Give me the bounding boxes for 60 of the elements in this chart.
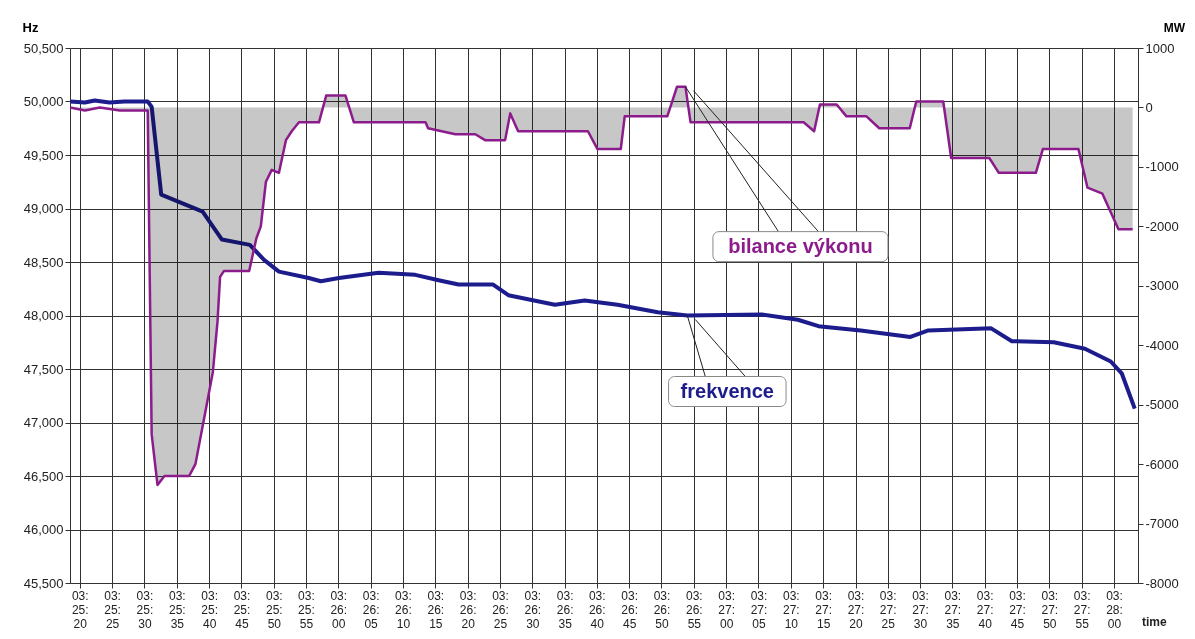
x-tick-label: 03:27:05 (750, 588, 768, 631)
x-tick-label: 03:25:25 (104, 588, 121, 631)
y2-tick-label: -2000 (1145, 218, 1179, 234)
x-tick-label: 03:26:00 (330, 588, 348, 631)
x-axis-title: time (1142, 615, 1167, 629)
y2-tick-label: -3000 (1145, 278, 1179, 294)
y-axis-title: Hz (22, 19, 39, 35)
x-tick-label: 03:27:45 (1009, 588, 1026, 631)
y-tick-label: 45,500 (23, 575, 64, 591)
x-tick-label: 03:27:25 (879, 588, 897, 631)
text: bilance výkonu (728, 234, 873, 257)
x-tick-label: 03:25:45 (233, 588, 251, 631)
x-tick-label: 03:26:40 (588, 588, 606, 631)
y-tick-label: 48,000 (23, 308, 64, 323)
x-tick-label: 03:26:35 (556, 588, 574, 631)
x-tick-label: 03:26:45 (621, 588, 638, 631)
y2-tick-label: -5000 (1145, 397, 1179, 413)
y2-tick-label: 1000 (1145, 40, 1175, 56)
x-tick-label: 03:26:05 (362, 588, 380, 631)
x-tick-label: 03:26:15 (427, 588, 445, 631)
x-tick-label: 03:27:00 (718, 588, 735, 631)
x-tick-label: 03:26:25 (492, 588, 509, 631)
x-tick-label: 03:26:50 (653, 588, 671, 631)
y2-tick-label: -4000 (1145, 337, 1179, 353)
y-tick-label: 49,500 (23, 147, 64, 163)
x-tick-label: 03:27:55 (1073, 588, 1091, 631)
x-tick-label: 03:26:10 (395, 588, 412, 631)
x-tick-label: 03:25:30 (136, 588, 154, 631)
x-tick-label: 03:27:20 (847, 588, 865, 631)
y-tick-label: 48,500 (23, 254, 64, 270)
x-tick-label: 03:27:30 (912, 588, 929, 631)
y2-tick-label: -6000 (1145, 456, 1179, 472)
y-tick-label: 50,500 (23, 40, 64, 56)
y-tick-label: 47,500 (23, 361, 64, 377)
x-tick-label: 03:27:50 (1041, 588, 1059, 631)
x-tick-label: 03:25:55 (298, 588, 315, 631)
x-tick-label: 03:26:55 (685, 588, 703, 631)
y2-tick-label: -1000 (1145, 159, 1179, 175)
x-tick-label: 03:26:30 (524, 588, 542, 631)
x-tick-label: 03:26:20 (459, 588, 477, 631)
x-tick-label: 03:27:35 (944, 588, 962, 631)
y-tick-label: 50,000 (23, 94, 64, 109)
line-series (68, 98, 1137, 411)
y2-tick-label: 0 (1145, 99, 1153, 115)
x-tick-label: 03:25:35 (168, 588, 186, 631)
text: frekvence (680, 379, 774, 402)
x-tick-label: 03:28:00 (1106, 588, 1123, 631)
y-tick-label: 47,000 (23, 415, 64, 430)
y2-tick-label: -7000 (1145, 516, 1179, 532)
y2-axis-title: MW (1163, 20, 1186, 35)
y2-tick-label: -8000 (1145, 575, 1179, 591)
y-tick-label: 49,000 (23, 201, 64, 216)
x-tick-label: 03:27:40 (976, 588, 994, 631)
y-tick-label: 46,500 (23, 468, 64, 484)
x-tick-label: 03:25:40 (201, 588, 218, 631)
y-tick-label: 46,000 (23, 522, 64, 537)
x-tick-label: 03:25:20 (71, 588, 89, 631)
x-tick-label: 03:25:50 (265, 588, 283, 631)
x-tick-label: 03:27:10 (783, 588, 800, 631)
x-tick-label: 03:27:15 (815, 588, 833, 631)
